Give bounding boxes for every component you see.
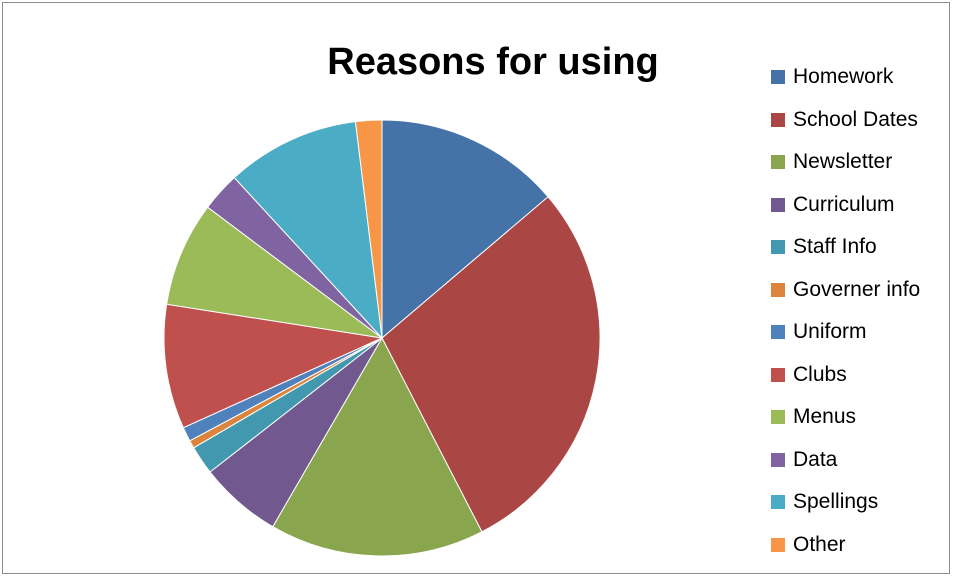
legend-item-governer-info: Governer info — [771, 269, 920, 312]
pie-slice-clubs — [163, 303, 384, 429]
legend-swatch — [771, 410, 785, 425]
legend-item-newsletter: Newsletter — [771, 141, 920, 184]
legend-swatch — [771, 155, 785, 170]
legend-label: Curriculum — [793, 192, 895, 216]
legend-swatch — [771, 537, 785, 552]
legend-item-data: Data — [771, 439, 920, 482]
legend-item-staff-info: Staff Info — [771, 226, 920, 269]
pie-chart — [163, 119, 601, 557]
legend-swatch — [771, 325, 785, 340]
legend-label: Spellings — [793, 490, 879, 514]
legend-item-clubs: Clubs — [771, 354, 920, 397]
legend-swatch — [771, 70, 785, 85]
legend-item-uniform: Uniform — [771, 311, 920, 354]
legend-item-menus: Menus — [771, 396, 920, 439]
legend-label: Menus — [793, 405, 857, 429]
legend-item-school-dates: School Dates — [771, 99, 920, 142]
legend-swatch — [771, 452, 785, 467]
legend-item-other: Other — [771, 524, 920, 567]
legend-label: School Dates — [793, 107, 918, 131]
legend-swatch — [771, 197, 785, 212]
chart-title: Reasons for using — [327, 41, 659, 83]
pie-slice-homework — [381, 119, 549, 340]
pie-slice-school-dates — [381, 196, 601, 533]
legend-label: Data — [793, 447, 838, 471]
legend-item-spellings: Spellings — [771, 481, 920, 524]
legend-item-homework: Homework — [771, 56, 920, 99]
pie-slice-spellings — [233, 121, 383, 340]
legend-swatch — [771, 367, 785, 382]
legend-item-curriculum: Curriculum — [771, 184, 920, 227]
legend-swatch — [771, 495, 785, 510]
pie-slice-other — [354, 119, 383, 339]
pie-slice-menus — [166, 206, 383, 339]
legend-swatch — [771, 282, 785, 297]
legend-label: Staff Info — [793, 235, 877, 259]
legend-label: Uniform — [793, 320, 867, 344]
legend-label: Newsletter — [793, 150, 893, 174]
legend: Homework School Dates Newsletter Curriculum… — [771, 56, 920, 566]
legend-label: Other — [793, 532, 846, 556]
legend-label: Governer info — [793, 277, 921, 301]
legend-swatch — [771, 240, 785, 255]
legend-label: Clubs — [793, 362, 847, 386]
pie-slice-newsletter — [272, 336, 483, 557]
legend-label: Homework — [793, 65, 894, 89]
legend-swatch — [771, 112, 785, 127]
